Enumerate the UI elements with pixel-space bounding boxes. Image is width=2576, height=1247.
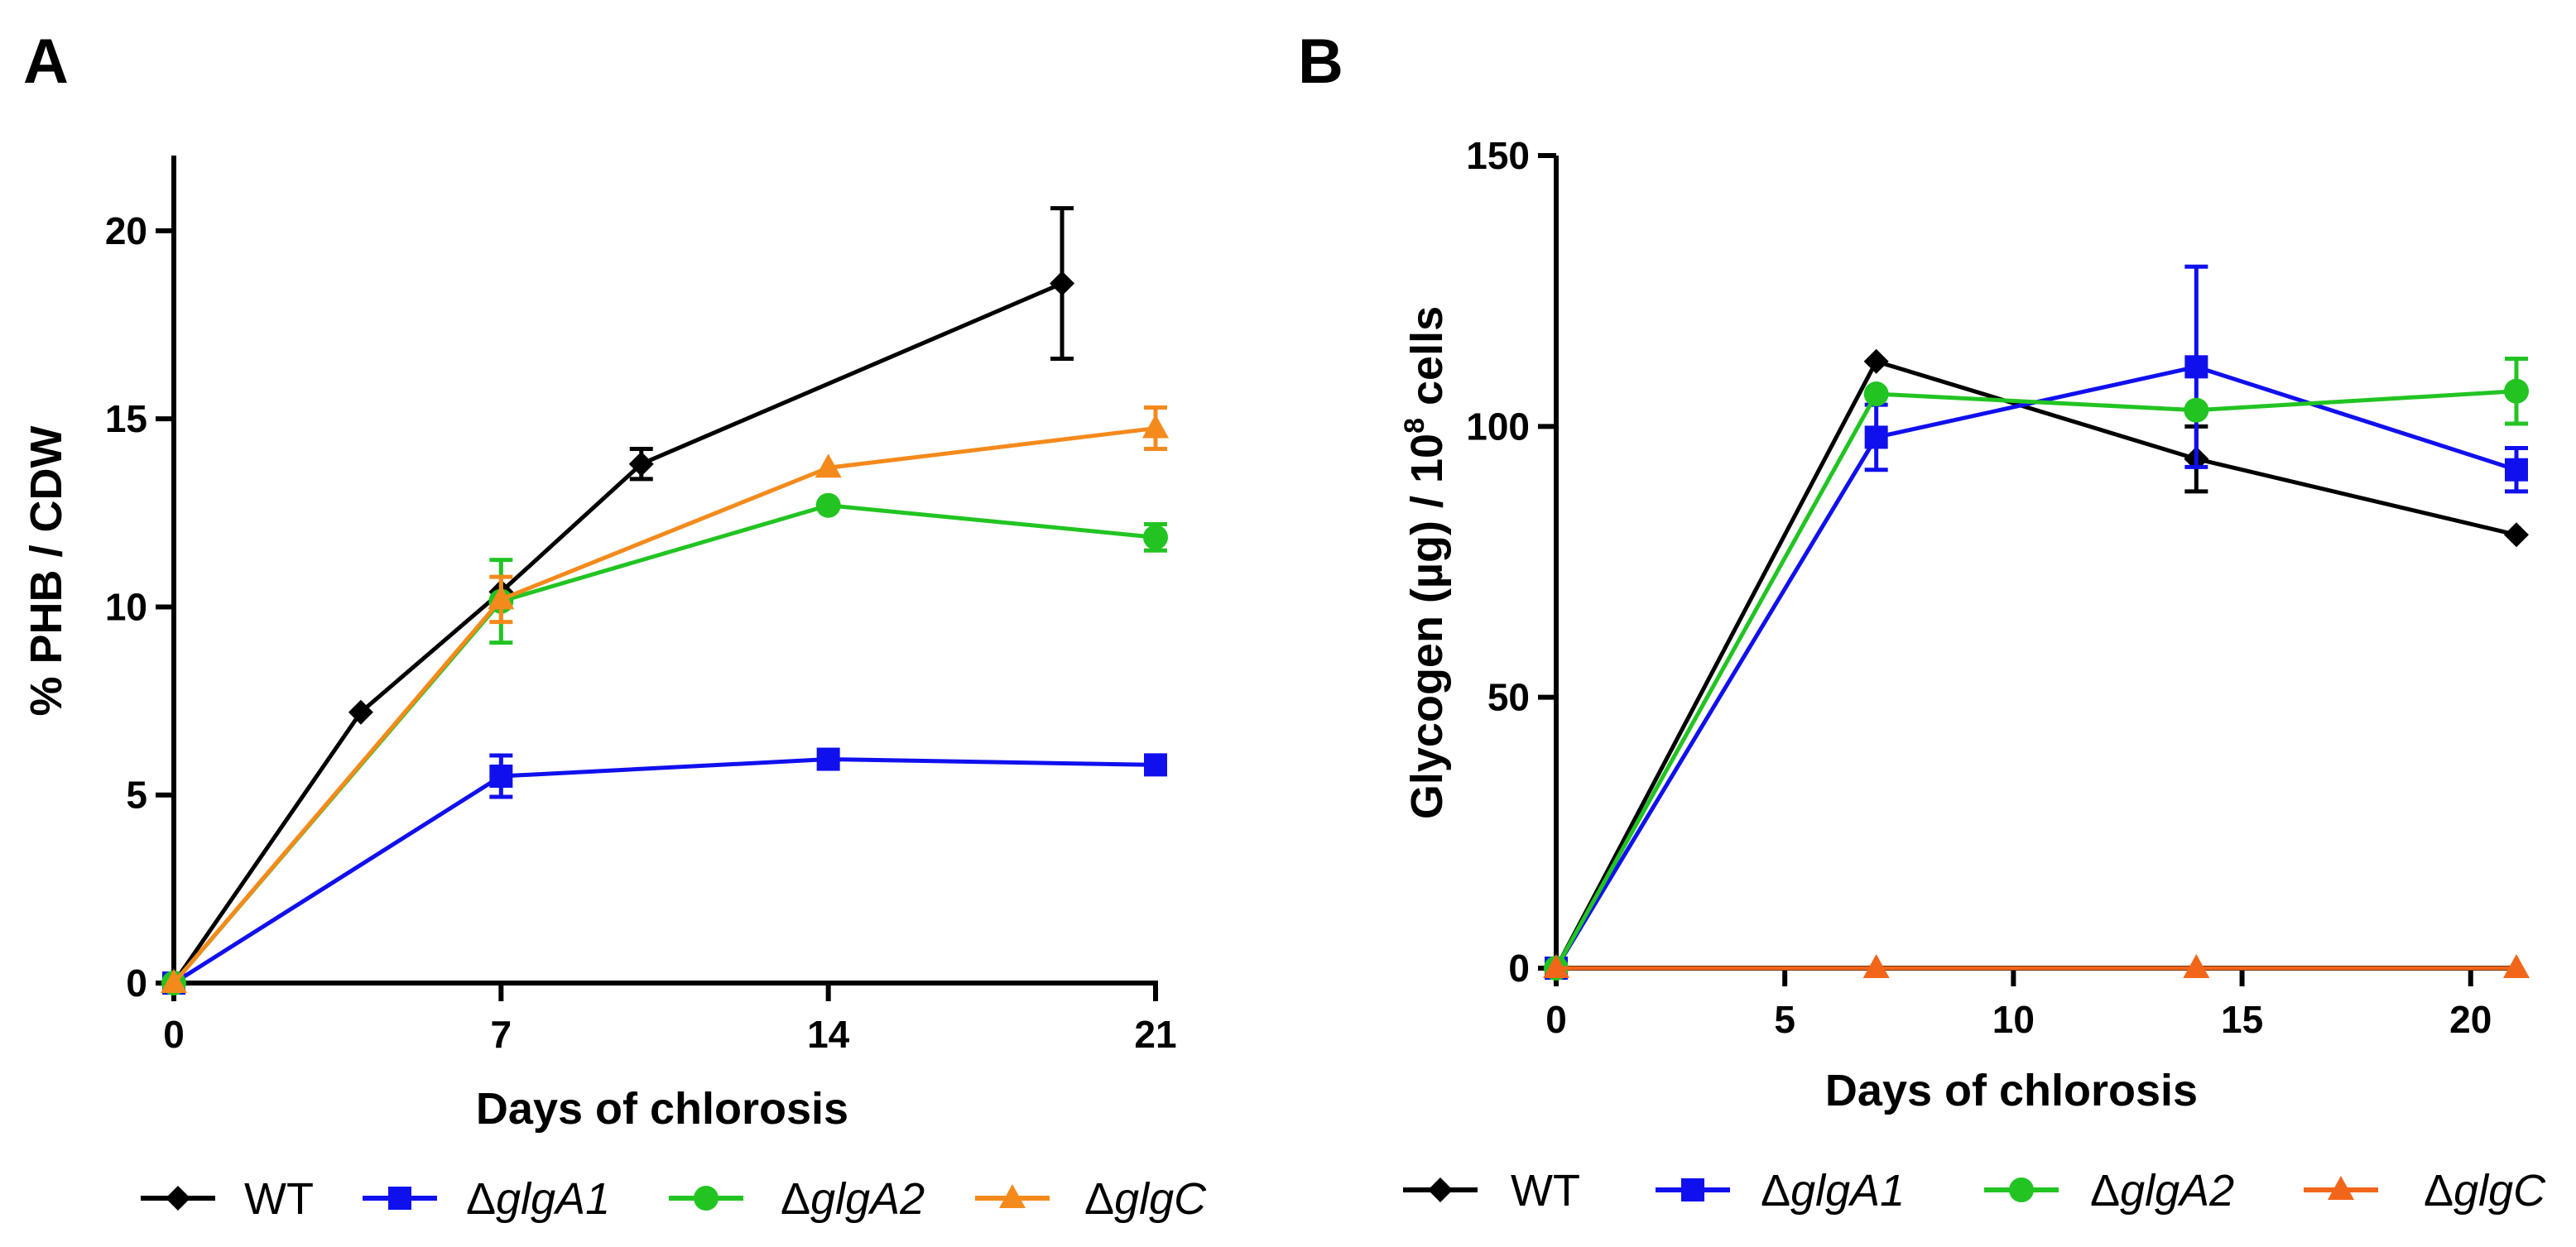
series-b-glga1 (1545, 264, 2528, 980)
point-b-glgc-1 (1862, 954, 1890, 978)
y-axis-title-b-units: cells (1402, 306, 1452, 418)
plot-area-b: 0 50 100 150 0 5 10 15 20 (1466, 134, 2530, 1041)
legend-label-a-wt: WT (244, 1174, 314, 1224)
point-b-glga2-3 (2504, 378, 2529, 404)
point-a-glgc-2 (815, 453, 842, 478)
legend-item-b-wt: WT (1403, 1166, 1580, 1216)
y-tick-label-a-0: 0 (126, 962, 147, 1005)
point-b-glgc-3 (2503, 954, 2530, 978)
plot-area-a: 0 5 10 15 20 0 7 14 21 (105, 156, 1177, 1056)
point-a-glga1-3 (1144, 753, 1167, 777)
point-a-glga1-1 (489, 765, 513, 788)
x-axis-title-b: Days of chlorosis (1825, 1066, 2198, 1115)
x-tick-label-b-20: 20 (2449, 998, 2492, 1041)
series-line-a-wt (171, 281, 1064, 985)
legend-item-a-glgc: ΔglgC (975, 1174, 1207, 1224)
legend-marker-a-glga2 (694, 1186, 718, 1211)
series-line-b-wt (1554, 359, 2517, 970)
legend-marker-b-glgc (2328, 1176, 2354, 1200)
legend-b: WT ΔglgA1 ΔglgA2 ΔglgC (1403, 1166, 2546, 1216)
legend-label-b-glgc: ΔglgC (2424, 1166, 2546, 1216)
legend-marker-a-glgc (999, 1184, 1026, 1208)
y-axis-title-b: Glycogen (µg) / 108 cells (1399, 306, 1452, 819)
y-tick-label-b-50: 50 (1487, 676, 1530, 719)
y-axis-title-b-exponent: 8 (1399, 418, 1430, 434)
legend-marker-a-glga1 (388, 1187, 411, 1210)
legend-label-a-glga2: ΔglgA2 (781, 1174, 925, 1224)
panel-letter-a: A (23, 26, 69, 97)
point-b-glga1-2 (2184, 355, 2208, 379)
x-tick-label-a-0: 0 (163, 1013, 185, 1056)
y-tick-label-a-10: 10 (105, 585, 147, 628)
point-b-glgc-2 (2183, 954, 2210, 978)
series-line-a-glga1 (172, 757, 1156, 986)
x-axis-title-a: Days of chlorosis (476, 1084, 848, 1134)
point-a-glga2-2 (815, 492, 841, 518)
series-line-a-glgc (172, 426, 1156, 985)
x-tick-label-b-5: 5 (1774, 998, 1795, 1041)
point-b-glga2-2 (2184, 397, 2209, 423)
point-a-glgc-3 (1142, 414, 1169, 439)
point-b-glga1-1 (1864, 425, 1888, 449)
legend-item-a-glga2: ΔglgA2 (669, 1174, 925, 1224)
panel-b: B 0 50 100 150 0 5 10 15 20 Days of chlorosis Gl… (1298, 26, 2546, 1216)
y-tick-label-a-20: 20 (105, 209, 147, 252)
legend-label-b-glga2: ΔglgA2 (2090, 1166, 2234, 1216)
y-tick-label-b-150: 150 (1466, 134, 1530, 177)
legend-a: WT ΔglgA1 ΔglgA2 ΔglgC (141, 1174, 1207, 1224)
point-a-wt-4 (1050, 271, 1075, 296)
legend-marker-b-wt (1428, 1177, 1453, 1202)
point-a-wt-3 (628, 451, 654, 477)
point-a-wt-1 (348, 699, 373, 725)
point-a-glgc-1 (488, 585, 515, 610)
y-axis-title-b-main: Glycogen (µg) / 10 (1402, 434, 1452, 819)
series-a-glga2 (161, 492, 1168, 995)
legend-marker-b-glga2 (2009, 1177, 2034, 1202)
series-line-b-glga1 (1554, 364, 2517, 970)
panel-a: A 0 5 10 15 20 0 7 14 21 Days of chlorosis % PHB… (22, 26, 1207, 1224)
point-b-glga1-3 (2505, 458, 2528, 482)
y-tick-label-b-0: 0 (1508, 947, 1530, 990)
series-a-glgc (161, 405, 1169, 993)
x-tick-label-a-21: 21 (1134, 1013, 1176, 1056)
y-tick-label-a-15: 15 (105, 397, 147, 440)
series-line-b-glga2 (1554, 389, 2517, 970)
legend-label-a-glga1: ΔglgA1 (466, 1174, 610, 1224)
y-tick-label-a-5: 5 (126, 774, 147, 817)
legend-item-a-glga1: ΔglgA1 (363, 1174, 610, 1224)
y-axis-title-a: % PHB / CDW (22, 425, 71, 716)
x-tick-label-b-10: 10 (1992, 998, 2035, 1041)
series-a-wt (161, 206, 1075, 995)
series-b-glga2 (1544, 357, 2529, 981)
series-b-wt (1544, 348, 2529, 981)
x-tick-label-a-7: 7 (491, 1013, 512, 1056)
point-b-glga2-1 (1863, 381, 1889, 407)
point-b-wt-1 (1863, 348, 1889, 374)
legend-label-b-glga1: ΔglgA1 (1761, 1166, 1905, 1216)
series-b-glgc (1543, 954, 2530, 978)
legend-item-b-glga1: ΔglgA1 (1656, 1166, 1905, 1216)
x-tick-label-b-0: 0 (1545, 998, 1567, 1041)
legend-marker-a-wt (166, 1186, 190, 1211)
panel-letter-b: B (1298, 26, 1343, 97)
legend-item-a-wt: WT (141, 1174, 314, 1224)
x-tick-label-a-14: 14 (807, 1013, 850, 1056)
point-b-wt-3 (2504, 522, 2529, 548)
y-tick-label-b-100: 100 (1466, 405, 1530, 448)
legend-label-a-glgc: ΔglgC (1084, 1174, 1207, 1224)
point-b-glgc-0 (1543, 954, 1569, 978)
point-a-glgc-0 (161, 969, 187, 993)
legend-label-b-wt: WT (1511, 1166, 1580, 1216)
legend-marker-b-glga1 (1681, 1178, 1704, 1201)
legend-item-b-glgc: ΔglgC (2304, 1166, 2546, 1216)
legend-item-b-glga2: ΔglgA2 (1984, 1166, 2234, 1216)
point-a-glga1-2 (816, 747, 840, 771)
point-a-glga2-3 (1143, 525, 1168, 550)
x-tick-label-b-15: 15 (2221, 998, 2263, 1041)
series-line-a-glga2 (172, 503, 1156, 985)
